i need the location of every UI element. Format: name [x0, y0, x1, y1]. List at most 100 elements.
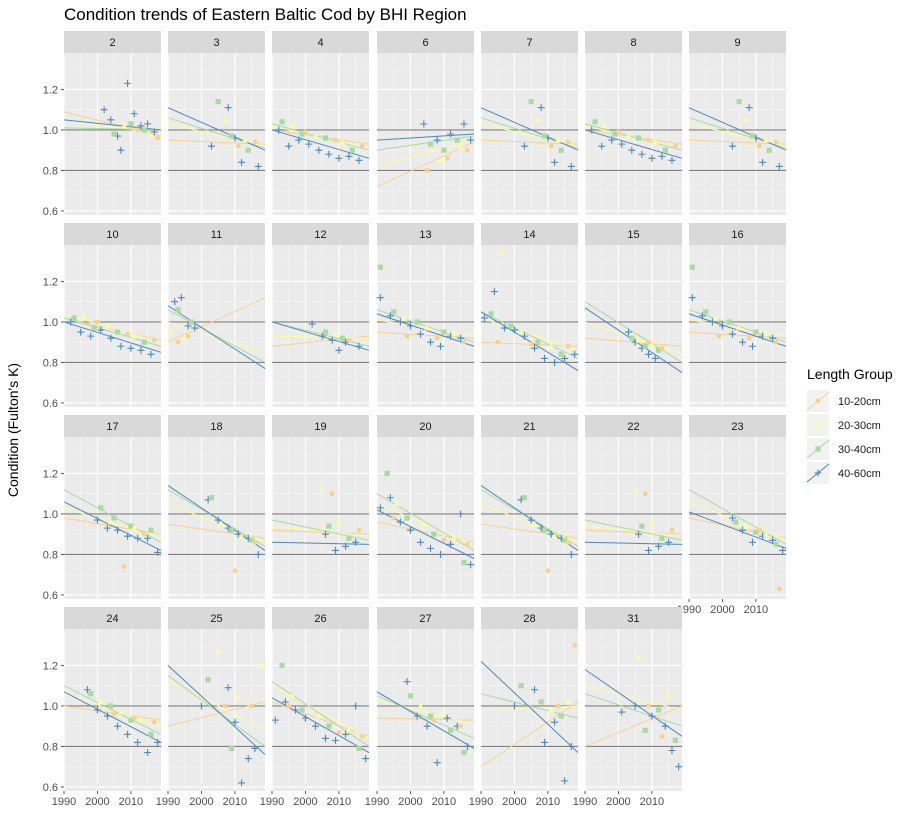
data-point — [97, 698, 104, 705]
trend-line-10-20cm — [167, 297, 266, 343]
data-point — [488, 311, 494, 317]
data-point — [148, 527, 154, 533]
x-tick-label: 2010 — [744, 604, 768, 616]
panel-strip-label: 17 — [106, 421, 118, 433]
trend-line-30-40cm — [271, 321, 370, 347]
data-point — [177, 294, 185, 302]
data-point — [642, 343, 648, 349]
data-point — [708, 318, 716, 326]
panel-strip-label: 25 — [210, 613, 222, 625]
data-point — [326, 523, 332, 529]
trend-line-10-20cm — [63, 317, 162, 341]
trend-line-30-40cm — [271, 123, 370, 151]
trend-line-30-40cm — [376, 309, 475, 343]
trend-line-20-30cm — [167, 503, 266, 543]
panel-background — [272, 53, 369, 215]
data-point — [325, 150, 333, 158]
data-point — [572, 642, 578, 648]
data-point — [659, 535, 665, 541]
x-tick-label: 1990 — [156, 796, 180, 808]
trend-line-40-60cm — [376, 133, 475, 141]
data-point — [665, 692, 672, 699]
y-tick-label: 1.2 — [43, 84, 58, 96]
data-point — [527, 516, 535, 524]
panel-21: 21 — [480, 415, 579, 599]
trend-line-10-20cm — [376, 521, 475, 543]
data-point — [571, 350, 579, 358]
data-point — [208, 495, 215, 501]
data-point — [773, 339, 779, 345]
data-point — [238, 158, 246, 166]
data-point — [144, 534, 152, 542]
data-point — [349, 147, 355, 153]
x-tick-label: 2010 — [640, 796, 664, 808]
legend-marker — [815, 398, 821, 404]
data-point — [117, 708, 124, 715]
trend-line-40-60cm — [167, 305, 266, 369]
legend-item: 10-20cm — [806, 390, 881, 412]
data-point — [155, 135, 161, 141]
panel-strip-label: 31 — [627, 613, 639, 625]
x-tick-label: 2010 — [536, 796, 560, 808]
data-point — [191, 324, 199, 332]
data-point — [406, 526, 414, 534]
data-point — [124, 79, 132, 87]
panel-strip-label: 7 — [526, 37, 532, 49]
data-point — [749, 538, 757, 546]
trend-line-40-60cm — [271, 541, 370, 545]
data-point — [303, 129, 308, 135]
data-point — [214, 516, 222, 524]
data-point — [311, 722, 319, 730]
y-tick-label: 0.6 — [43, 782, 58, 794]
trend-line-40-60cm — [376, 691, 475, 749]
data-point — [518, 328, 525, 335]
data-point — [117, 342, 125, 350]
trend-line-10-20cm — [271, 529, 370, 535]
panel-background — [168, 245, 265, 407]
data-point — [355, 342, 363, 350]
y-axis-label: Condition (Fulton's K) — [5, 363, 21, 497]
data-point — [541, 738, 549, 746]
x-tick-label: 2010 — [432, 796, 456, 808]
panel-strip — [272, 415, 369, 437]
data-point — [652, 138, 659, 145]
trend-line-40-60cm — [584, 541, 683, 545]
data-point — [528, 99, 534, 105]
data-point — [376, 504, 384, 512]
panel-background — [481, 629, 578, 791]
data-point — [635, 530, 643, 538]
data-point — [551, 533, 558, 539]
data-point — [444, 155, 450, 161]
trend-line-40-60cm — [167, 485, 266, 551]
data-point — [150, 128, 158, 136]
data-point — [356, 745, 362, 752]
data-point — [238, 533, 245, 539]
panel-strip-label: 12 — [314, 229, 326, 241]
y-tick-label: 1.0 — [43, 509, 58, 521]
panel-28: 28 1990 2000 2010 — [469, 607, 579, 808]
data-point — [564, 698, 571, 705]
panel-strip-label: 18 — [210, 421, 222, 433]
data-point — [510, 702, 518, 710]
data-point — [659, 345, 665, 351]
data-point — [285, 142, 293, 150]
data-point — [736, 99, 742, 105]
trend-line-30-40cm — [584, 519, 683, 541]
panel-2: 2 0.6 0.8 1.0 1.2 — [43, 31, 162, 218]
data-point — [249, 537, 255, 543]
data-point — [228, 527, 235, 533]
data-point — [688, 294, 696, 302]
data-point — [534, 116, 541, 123]
data-point — [531, 520, 538, 527]
trend-line-20-30cm — [167, 123, 266, 147]
data-point — [279, 119, 285, 125]
trend-line-30-40cm — [271, 681, 370, 747]
data-point — [648, 154, 656, 162]
data-point — [103, 524, 111, 532]
x-tick-label: 2000 — [710, 604, 734, 616]
data-point — [332, 330, 339, 337]
trend-line-20-30cm — [167, 679, 266, 731]
data-point — [384, 470, 390, 477]
trend-line-20-30cm — [376, 139, 475, 167]
y-tick-label: 0.8 — [43, 165, 58, 177]
